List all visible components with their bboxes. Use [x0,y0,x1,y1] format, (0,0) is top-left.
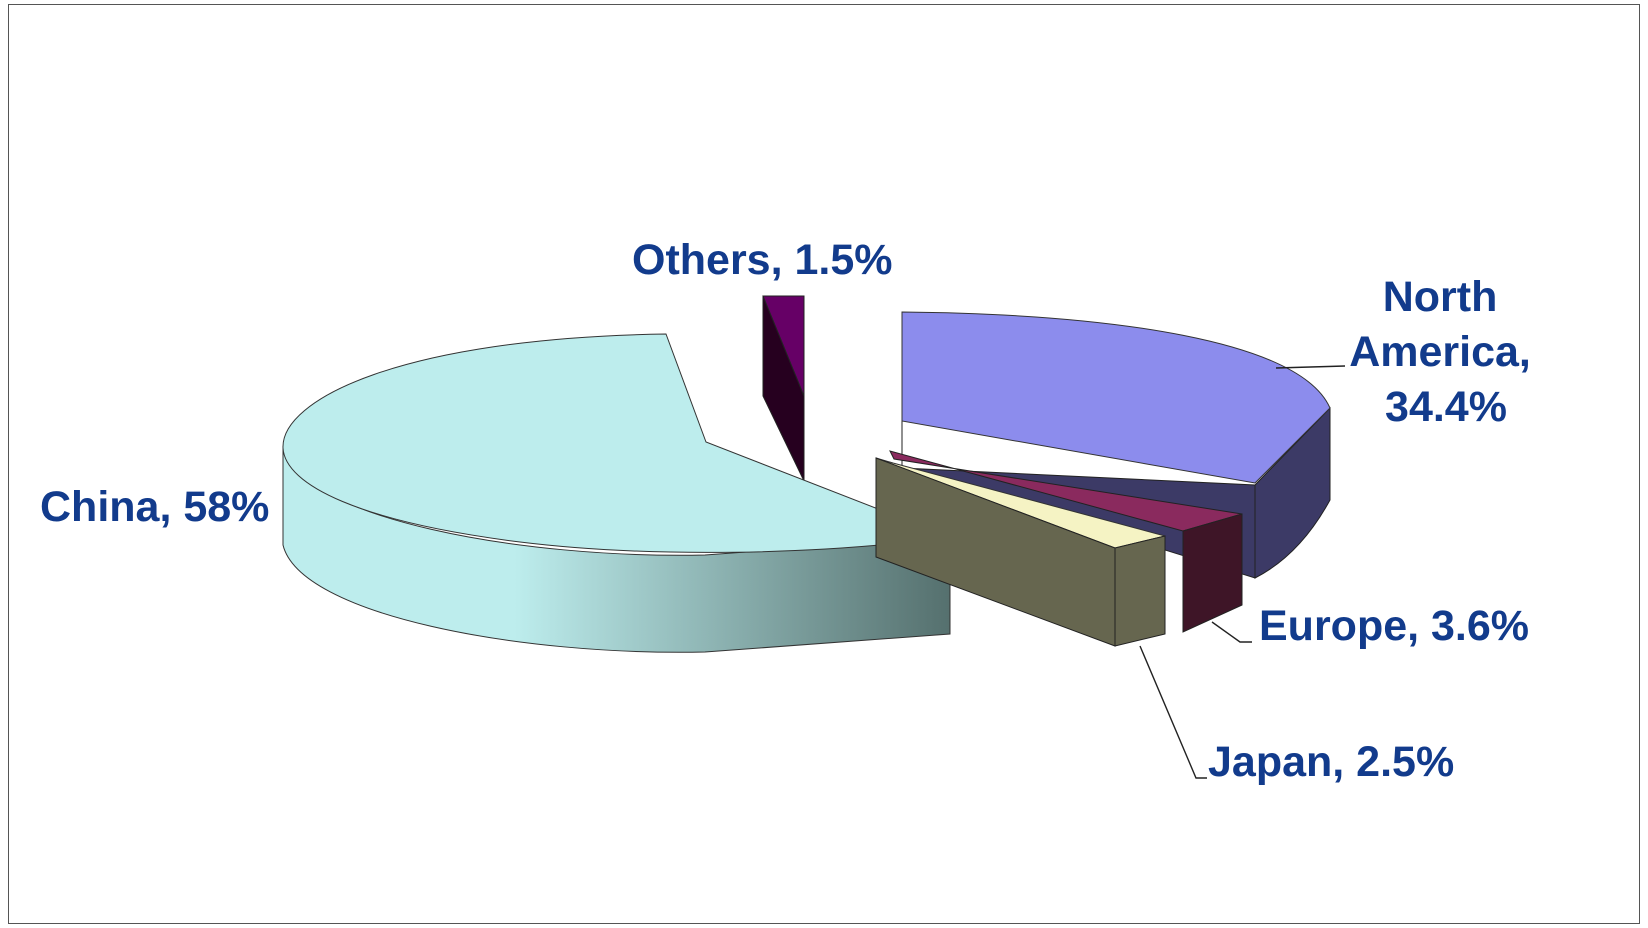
label-north-america-line-3: 34.4% [1385,383,1507,431]
japan-face-front [1114,535,1166,647]
others-face-bright [762,295,805,397]
label-china: China, 58% [40,483,269,531]
china-top [282,333,952,553]
leader-japan [1139,645,1207,779]
europe-face [1182,513,1243,633]
slice-others [762,295,805,482]
leader-europe [1211,621,1252,643]
chart-frame [8,4,1640,924]
north-america-top [901,311,1331,484]
slice-europe [889,450,1243,633]
label-europe: Europe, 3.6% [1259,602,1529,650]
leader-north-america [1275,365,1346,369]
label-north-america-line-1: North [1383,273,1498,321]
north-america-side [1254,406,1331,579]
label-north-america-line-2: America, [1349,328,1531,376]
label-north-america: North America, 34.4% [1349,273,1543,431]
slice-japan [875,457,1166,647]
slice-china [282,333,952,653]
label-others: Others, 1.5% [632,236,893,284]
label-japan: Japan, 2.5% [1208,738,1454,786]
